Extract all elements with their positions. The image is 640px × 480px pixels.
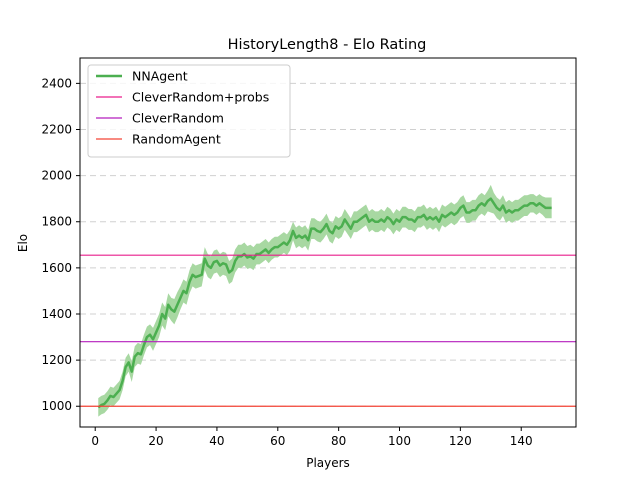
legend: NNAgent CleverRandom+probs CleverRandom Ran… bbox=[87, 64, 291, 158]
y-tick-label: 1000 bbox=[41, 399, 72, 413]
y-tick-label: 2200 bbox=[41, 122, 72, 136]
y-tick-label: 2400 bbox=[41, 76, 72, 90]
y-tick-label: 1200 bbox=[41, 353, 72, 367]
x-tick-label: 120 bbox=[449, 434, 472, 448]
x-axis-label: Players bbox=[306, 456, 350, 470]
y-tick-label: 2000 bbox=[41, 169, 72, 183]
y-axis-label: Elo bbox=[16, 234, 30, 252]
legend-label: RandomAgent bbox=[132, 132, 221, 147]
x-tick-label: 20 bbox=[148, 434, 163, 448]
x-tick-label: 140 bbox=[510, 434, 533, 448]
x-tick-label: 80 bbox=[331, 434, 346, 448]
x-tick-label: 0 bbox=[91, 434, 99, 448]
series-line bbox=[97, 197, 552, 409]
x-tick-label: 100 bbox=[388, 434, 411, 448]
plot-area bbox=[80, 82, 576, 417]
x-tick-label: 60 bbox=[270, 434, 285, 448]
confidence-band bbox=[98, 184, 552, 417]
plot-frame bbox=[79, 57, 577, 428]
y-axis: 1000 1200 1400 1600 1800 2000 2200 2400 bbox=[41, 76, 80, 413]
y-tick-label: 1600 bbox=[41, 261, 72, 275]
legend-box bbox=[87, 64, 291, 158]
y-tick-label: 1400 bbox=[41, 307, 72, 321]
x-tick-label: 40 bbox=[209, 434, 224, 448]
x-axis: 0 20 40 60 80 100 120 140 bbox=[91, 427, 533, 448]
legend-label: CleverRandom+probs bbox=[132, 90, 269, 105]
legend-label: CleverRandom bbox=[132, 111, 224, 126]
chart-title: HistoryLength8 - Elo Rating bbox=[228, 37, 427, 53]
y-tick-label: 1800 bbox=[41, 215, 72, 229]
legend-label: NNAgent bbox=[132, 69, 188, 84]
